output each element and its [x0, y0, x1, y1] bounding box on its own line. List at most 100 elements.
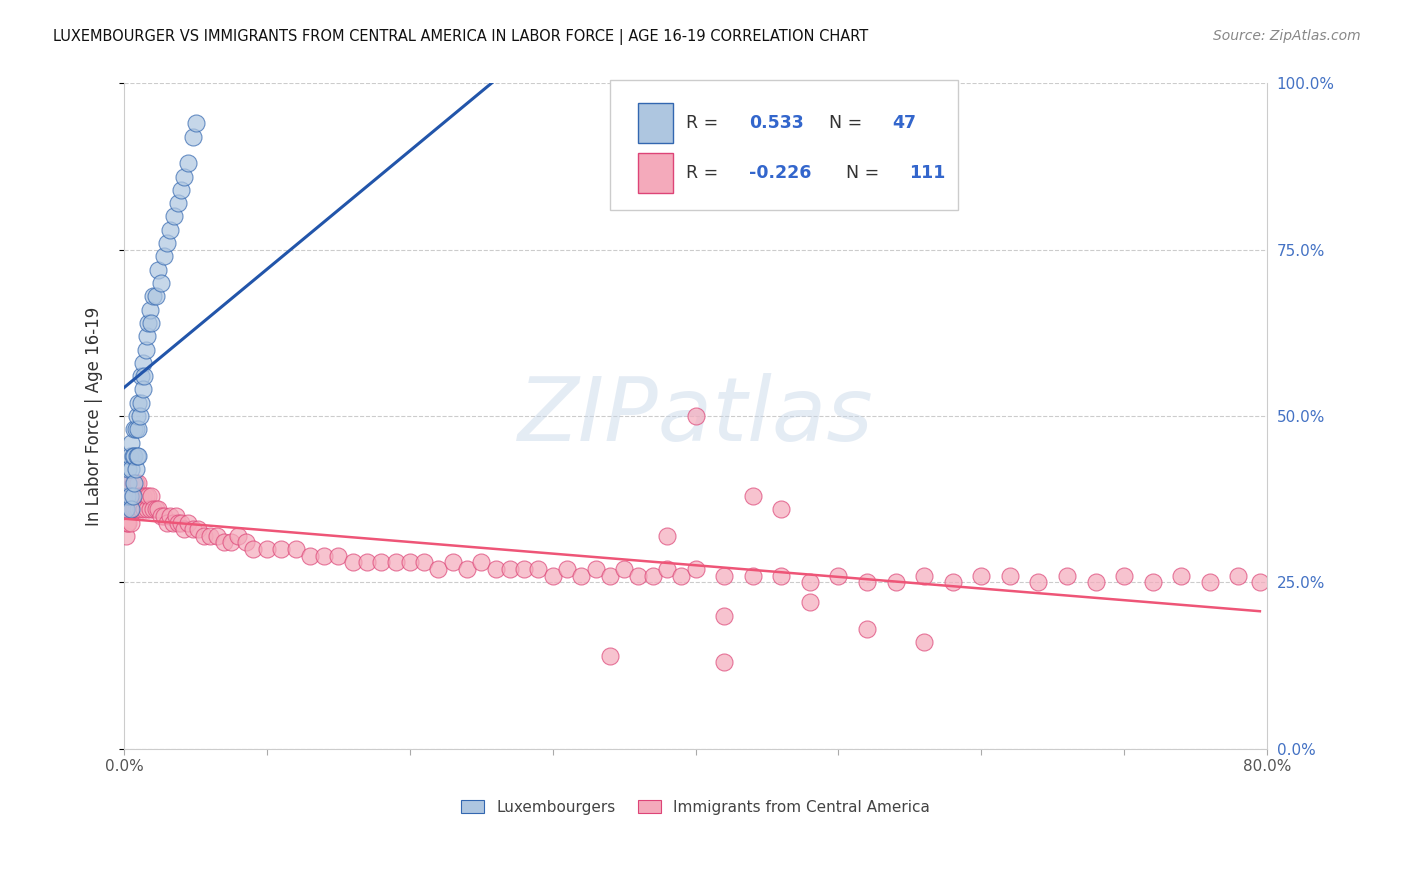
- Point: [167, 196, 190, 211]
- Point: [228, 529, 250, 543]
- Point: [599, 568, 621, 582]
- Y-axis label: In Labor Force | Age 16-19: In Labor Force | Age 16-19: [86, 307, 103, 525]
- Point: [117, 462, 139, 476]
- Point: [156, 236, 179, 251]
- Point: [884, 575, 907, 590]
- Point: [145, 289, 167, 303]
- Point: [856, 622, 879, 636]
- Point: [441, 556, 464, 570]
- Point: [139, 302, 162, 317]
- Point: [1028, 575, 1050, 590]
- Text: Source: ZipAtlas.com: Source: ZipAtlas.com: [1213, 29, 1361, 43]
- Point: [942, 575, 965, 590]
- Point: [129, 396, 152, 410]
- Point: [114, 529, 136, 543]
- Point: [115, 489, 138, 503]
- Point: [131, 383, 153, 397]
- Point: [613, 562, 636, 576]
- Point: [153, 508, 176, 523]
- Text: N =: N =: [818, 114, 868, 132]
- Point: [117, 489, 139, 503]
- Text: LUXEMBOURGER VS IMMIGRANTS FROM CENTRAL AMERICA IN LABOR FORCE | AGE 16-19 CORRE: LUXEMBOURGER VS IMMIGRANTS FROM CENTRAL …: [53, 29, 869, 45]
- Point: [770, 502, 793, 516]
- Point: [741, 489, 763, 503]
- Point: [150, 508, 173, 523]
- Point: [134, 502, 156, 516]
- Point: [187, 522, 209, 536]
- Point: [159, 223, 181, 237]
- Point: [205, 529, 228, 543]
- Point: [1142, 575, 1164, 590]
- Point: [142, 502, 165, 516]
- Point: [827, 568, 849, 582]
- Point: [184, 116, 207, 130]
- Point: [125, 409, 148, 423]
- Point: [1249, 575, 1271, 590]
- Point: [193, 529, 215, 543]
- Point: [156, 516, 179, 530]
- Point: [125, 449, 148, 463]
- Text: ZIPatlas: ZIPatlas: [517, 373, 873, 459]
- Point: [1199, 575, 1222, 590]
- Point: [115, 502, 138, 516]
- Text: -0.226: -0.226: [749, 164, 811, 182]
- FancyBboxPatch shape: [638, 153, 672, 194]
- Point: [135, 343, 157, 357]
- Point: [148, 502, 170, 516]
- Point: [121, 449, 143, 463]
- Point: [219, 535, 242, 549]
- Point: [120, 462, 142, 476]
- Point: [173, 169, 195, 184]
- Point: [1084, 575, 1107, 590]
- Point: [555, 562, 578, 576]
- Point: [527, 562, 550, 576]
- Point: [314, 549, 336, 563]
- Point: [127, 422, 149, 436]
- Point: [145, 502, 167, 516]
- Point: [641, 568, 664, 582]
- Point: [799, 595, 821, 609]
- Point: [159, 508, 181, 523]
- Text: R =: R =: [686, 114, 724, 132]
- Point: [128, 489, 150, 503]
- Point: [120, 516, 142, 530]
- Point: [569, 568, 592, 582]
- Point: [741, 568, 763, 582]
- Legend: Luxembourgers, Immigrants from Central America: Luxembourgers, Immigrants from Central A…: [454, 794, 936, 821]
- Text: 111: 111: [910, 164, 946, 182]
- Point: [685, 562, 707, 576]
- Point: [671, 568, 693, 582]
- Point: [117, 516, 139, 530]
- Point: [235, 535, 257, 549]
- Point: [121, 489, 143, 503]
- Point: [1056, 568, 1078, 582]
- Text: 47: 47: [893, 114, 917, 132]
- Point: [138, 316, 160, 330]
- Point: [912, 635, 935, 649]
- FancyBboxPatch shape: [610, 80, 959, 210]
- FancyBboxPatch shape: [638, 103, 672, 144]
- Point: [120, 435, 142, 450]
- Point: [134, 369, 156, 384]
- Point: [167, 516, 190, 530]
- Point: [270, 542, 292, 557]
- Point: [163, 210, 186, 224]
- Point: [655, 562, 678, 576]
- Point: [142, 289, 165, 303]
- Point: [970, 568, 993, 582]
- Point: [212, 535, 235, 549]
- Point: [470, 556, 492, 570]
- Point: [342, 556, 364, 570]
- Point: [256, 542, 278, 557]
- Point: [484, 562, 506, 576]
- Point: [124, 475, 146, 490]
- Point: [139, 502, 162, 516]
- Point: [136, 329, 159, 343]
- Point: [177, 516, 200, 530]
- Point: [115, 516, 138, 530]
- Point: [328, 549, 350, 563]
- Point: [118, 489, 141, 503]
- Point: [120, 489, 142, 503]
- Point: [298, 549, 321, 563]
- Point: [127, 449, 149, 463]
